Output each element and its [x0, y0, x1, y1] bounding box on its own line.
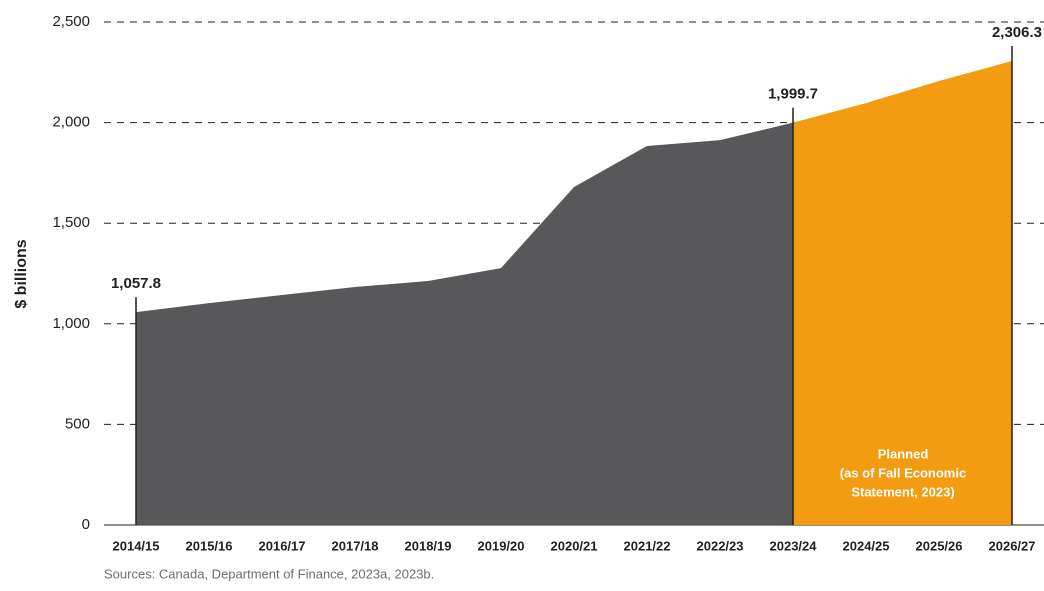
annotation: Planned — [878, 446, 929, 461]
value-label: 2,306.3 — [992, 24, 1042, 41]
x-tick-label: 2019/20 — [478, 538, 525, 553]
source-note: Sources: Canada, Department of Finance, … — [104, 566, 434, 581]
x-tick-label: 2018/19 — [405, 538, 452, 553]
value-label: 1,057.8 — [111, 275, 161, 292]
y-tick-label: 2,000 — [52, 114, 90, 131]
x-tick-label: 2023/24 — [770, 538, 818, 553]
value-label: 1,999.7 — [768, 86, 818, 103]
x-tick-label: 2015/16 — [186, 538, 233, 553]
y-tick-label: 1,000 — [52, 315, 90, 332]
x-tick-label: 2025/26 — [916, 538, 963, 553]
x-tick-label: 2014/15 — [113, 538, 160, 553]
x-tick-label: 2017/18 — [332, 538, 379, 553]
x-tick-label: 2022/23 — [697, 538, 744, 553]
y-axis-label: $ billions — [13, 239, 30, 308]
area — [793, 60, 1012, 525]
x-tick-label: 2026/27 — [989, 538, 1036, 553]
y-tick-label: 2,500 — [52, 13, 90, 30]
y-tick-label: 0 — [82, 516, 90, 533]
x-tick-label: 2016/17 — [259, 538, 306, 553]
y-tick-label: 500 — [65, 415, 90, 432]
x-tick-label: 2020/21 — [551, 538, 598, 553]
annotation: (as of Fall Economic — [840, 465, 966, 480]
x-tick-label: 2024/25 — [843, 538, 890, 553]
y-tick-label: 1,500 — [52, 214, 90, 231]
x-tick-label: 2021/22 — [624, 538, 671, 553]
annotation: Statement, 2023) — [851, 484, 954, 499]
area — [136, 122, 793, 525]
